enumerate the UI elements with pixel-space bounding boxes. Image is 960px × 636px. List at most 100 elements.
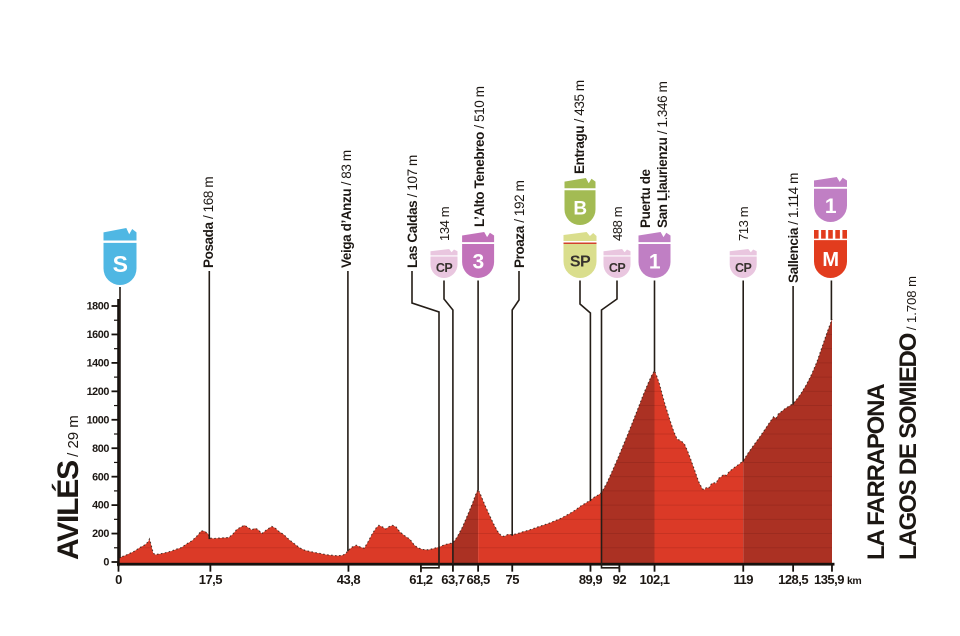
badge-fold xyxy=(729,249,757,256)
x-tick-label: 61,2 xyxy=(409,572,433,587)
badge-text: CP xyxy=(609,261,626,275)
marker-labels: Posada / 168 m Veiga d’Anzu / 83 m Las Cal… xyxy=(201,80,801,283)
x-tick-label: 135,9 km xyxy=(814,572,861,587)
marker-label-las-caldas: Las Caldas / 107 m xyxy=(405,155,420,268)
finish-location-label-line1: LA FARRAPONA xyxy=(863,384,890,560)
badge-text: 1 xyxy=(649,251,661,274)
climb-section xyxy=(743,319,832,566)
badge-shield xyxy=(638,243,671,278)
marker-label-posada: Posada / 168 m xyxy=(201,177,216,268)
profile-section xyxy=(654,370,744,566)
marker-label-cp-488: 488 m xyxy=(610,207,625,241)
profile-section xyxy=(478,489,602,566)
profile-outline xyxy=(118,318,833,559)
y-tick-label: 600 xyxy=(92,471,109,483)
y-tick-label: 200 xyxy=(92,528,109,540)
x-tick-label: 43,8 xyxy=(337,572,361,587)
badge-text: B xyxy=(573,198,586,219)
badge-shield xyxy=(603,256,631,278)
badge-CP-cp-134: CP xyxy=(430,249,458,278)
badge-crenel xyxy=(828,230,833,239)
y-axis-line xyxy=(117,299,120,567)
badge-text: CP xyxy=(735,261,752,275)
endpoint-labels: AVILÉS / 29 m LA FARRAPONA LAGOS DE SOMIED… xyxy=(51,276,922,560)
badge-shield xyxy=(563,243,597,278)
climb-section xyxy=(452,489,479,566)
badge-M-finish: M xyxy=(814,230,848,278)
badge-stripe xyxy=(563,242,597,245)
marker-label-alto-tenebreo: L’Alto Tenebreo / 510 m xyxy=(472,86,487,227)
x-tick-label: 102,1 xyxy=(640,572,670,587)
marker-label-puertu-san-llaurienzu: Puertu de xyxy=(638,168,653,228)
badge-text: 3 xyxy=(473,251,484,274)
badge-text: 1 xyxy=(825,195,837,218)
marker-label-sallencia: Sallencia / 1.114 m xyxy=(786,173,801,283)
climb-section xyxy=(601,370,655,566)
x-tick-label: 75 xyxy=(506,572,520,587)
badge-fold xyxy=(814,177,847,187)
y-tick-label: 400 xyxy=(92,500,109,512)
marker-label-cp-713: 713 m xyxy=(736,207,751,241)
y-tick-label: 1000 xyxy=(87,414,110,426)
badge-text: CP xyxy=(436,261,453,275)
badge-fold xyxy=(638,232,671,243)
badge-fold xyxy=(462,232,495,243)
badge-shield xyxy=(103,242,137,285)
badge-shield xyxy=(729,256,757,278)
badge-shield xyxy=(564,190,596,225)
badge-3-alto-tenebreo: 3 xyxy=(462,232,495,278)
badge-S-start: S xyxy=(103,228,137,285)
start-location-label: AVILÉS / 29 m xyxy=(51,415,85,560)
badge-crenel xyxy=(835,230,840,239)
badge-shield xyxy=(430,256,458,278)
badge-fold xyxy=(603,249,631,256)
y-tick-label: 0 xyxy=(103,557,109,569)
x-tick-label: 119 xyxy=(734,572,754,587)
badge-CP-cp-488: CP xyxy=(603,249,631,278)
x-tick-label: 0 xyxy=(115,572,122,587)
badge-fold xyxy=(564,178,596,189)
marker-line-cp-134 xyxy=(443,280,454,565)
x-tick-label: 68,5 xyxy=(466,572,490,587)
y-tick-label: 800 xyxy=(92,443,109,455)
finish-location-label-line2: LAGOS DE SOMIEDO / 1.708 m xyxy=(895,276,922,560)
marker-label-cp-134: 134 m xyxy=(437,207,452,241)
y-tick-label: 1600 xyxy=(87,329,110,341)
badge-crenel xyxy=(842,230,847,239)
badge-text: SP xyxy=(570,254,591,271)
badge-fold xyxy=(563,232,597,241)
badge-1-finish: 1 xyxy=(814,177,848,223)
marker-line-las-caldas xyxy=(411,271,440,573)
marker-label-veiga-danzu: Veiga d’Anzu / 83 m xyxy=(339,150,354,268)
badge-text: M xyxy=(822,249,838,271)
x-tick-label: 89,9 xyxy=(579,572,603,587)
profile-section xyxy=(118,525,453,566)
x-tick-label: 128,5 xyxy=(778,572,808,587)
marker-line-cp-488 xyxy=(600,280,621,573)
x-tick-label: 92 xyxy=(613,572,627,587)
badge-crenel xyxy=(814,230,819,239)
badge-B-entragu: B xyxy=(564,178,596,225)
elevation-profile-area xyxy=(118,319,832,566)
badge-crenel xyxy=(821,230,826,239)
y-tick-label: 1800 xyxy=(87,301,110,313)
marker-label-proaza: Proaza / 192 m xyxy=(512,180,527,268)
marker-line-proaza xyxy=(511,271,520,536)
marker-label-entragu: Entragu / 435 m xyxy=(572,80,587,174)
badge-fold xyxy=(430,249,458,256)
badge-1-puertu-san-llaurienzu: 1 xyxy=(638,232,671,278)
badge-CP-cp-713: CP xyxy=(729,249,757,278)
x-tick-label: 17,5 xyxy=(199,572,223,587)
x-axis-line xyxy=(117,562,835,566)
badge-text: S xyxy=(113,251,128,277)
badge-SP-entragu: SP xyxy=(563,232,597,278)
marker-label-puertu-san-llaurienzu: San Ḷḷaurienzu / 1.346 m xyxy=(655,81,670,228)
badge-shield xyxy=(462,243,495,278)
marker-badges: S CP 3 B SP CP 1 CP 1 M xyxy=(103,177,848,285)
marker-lines xyxy=(119,271,833,573)
badge-shield xyxy=(814,240,848,278)
badge-shield xyxy=(814,188,848,223)
marker-line-entragu xyxy=(579,280,592,502)
